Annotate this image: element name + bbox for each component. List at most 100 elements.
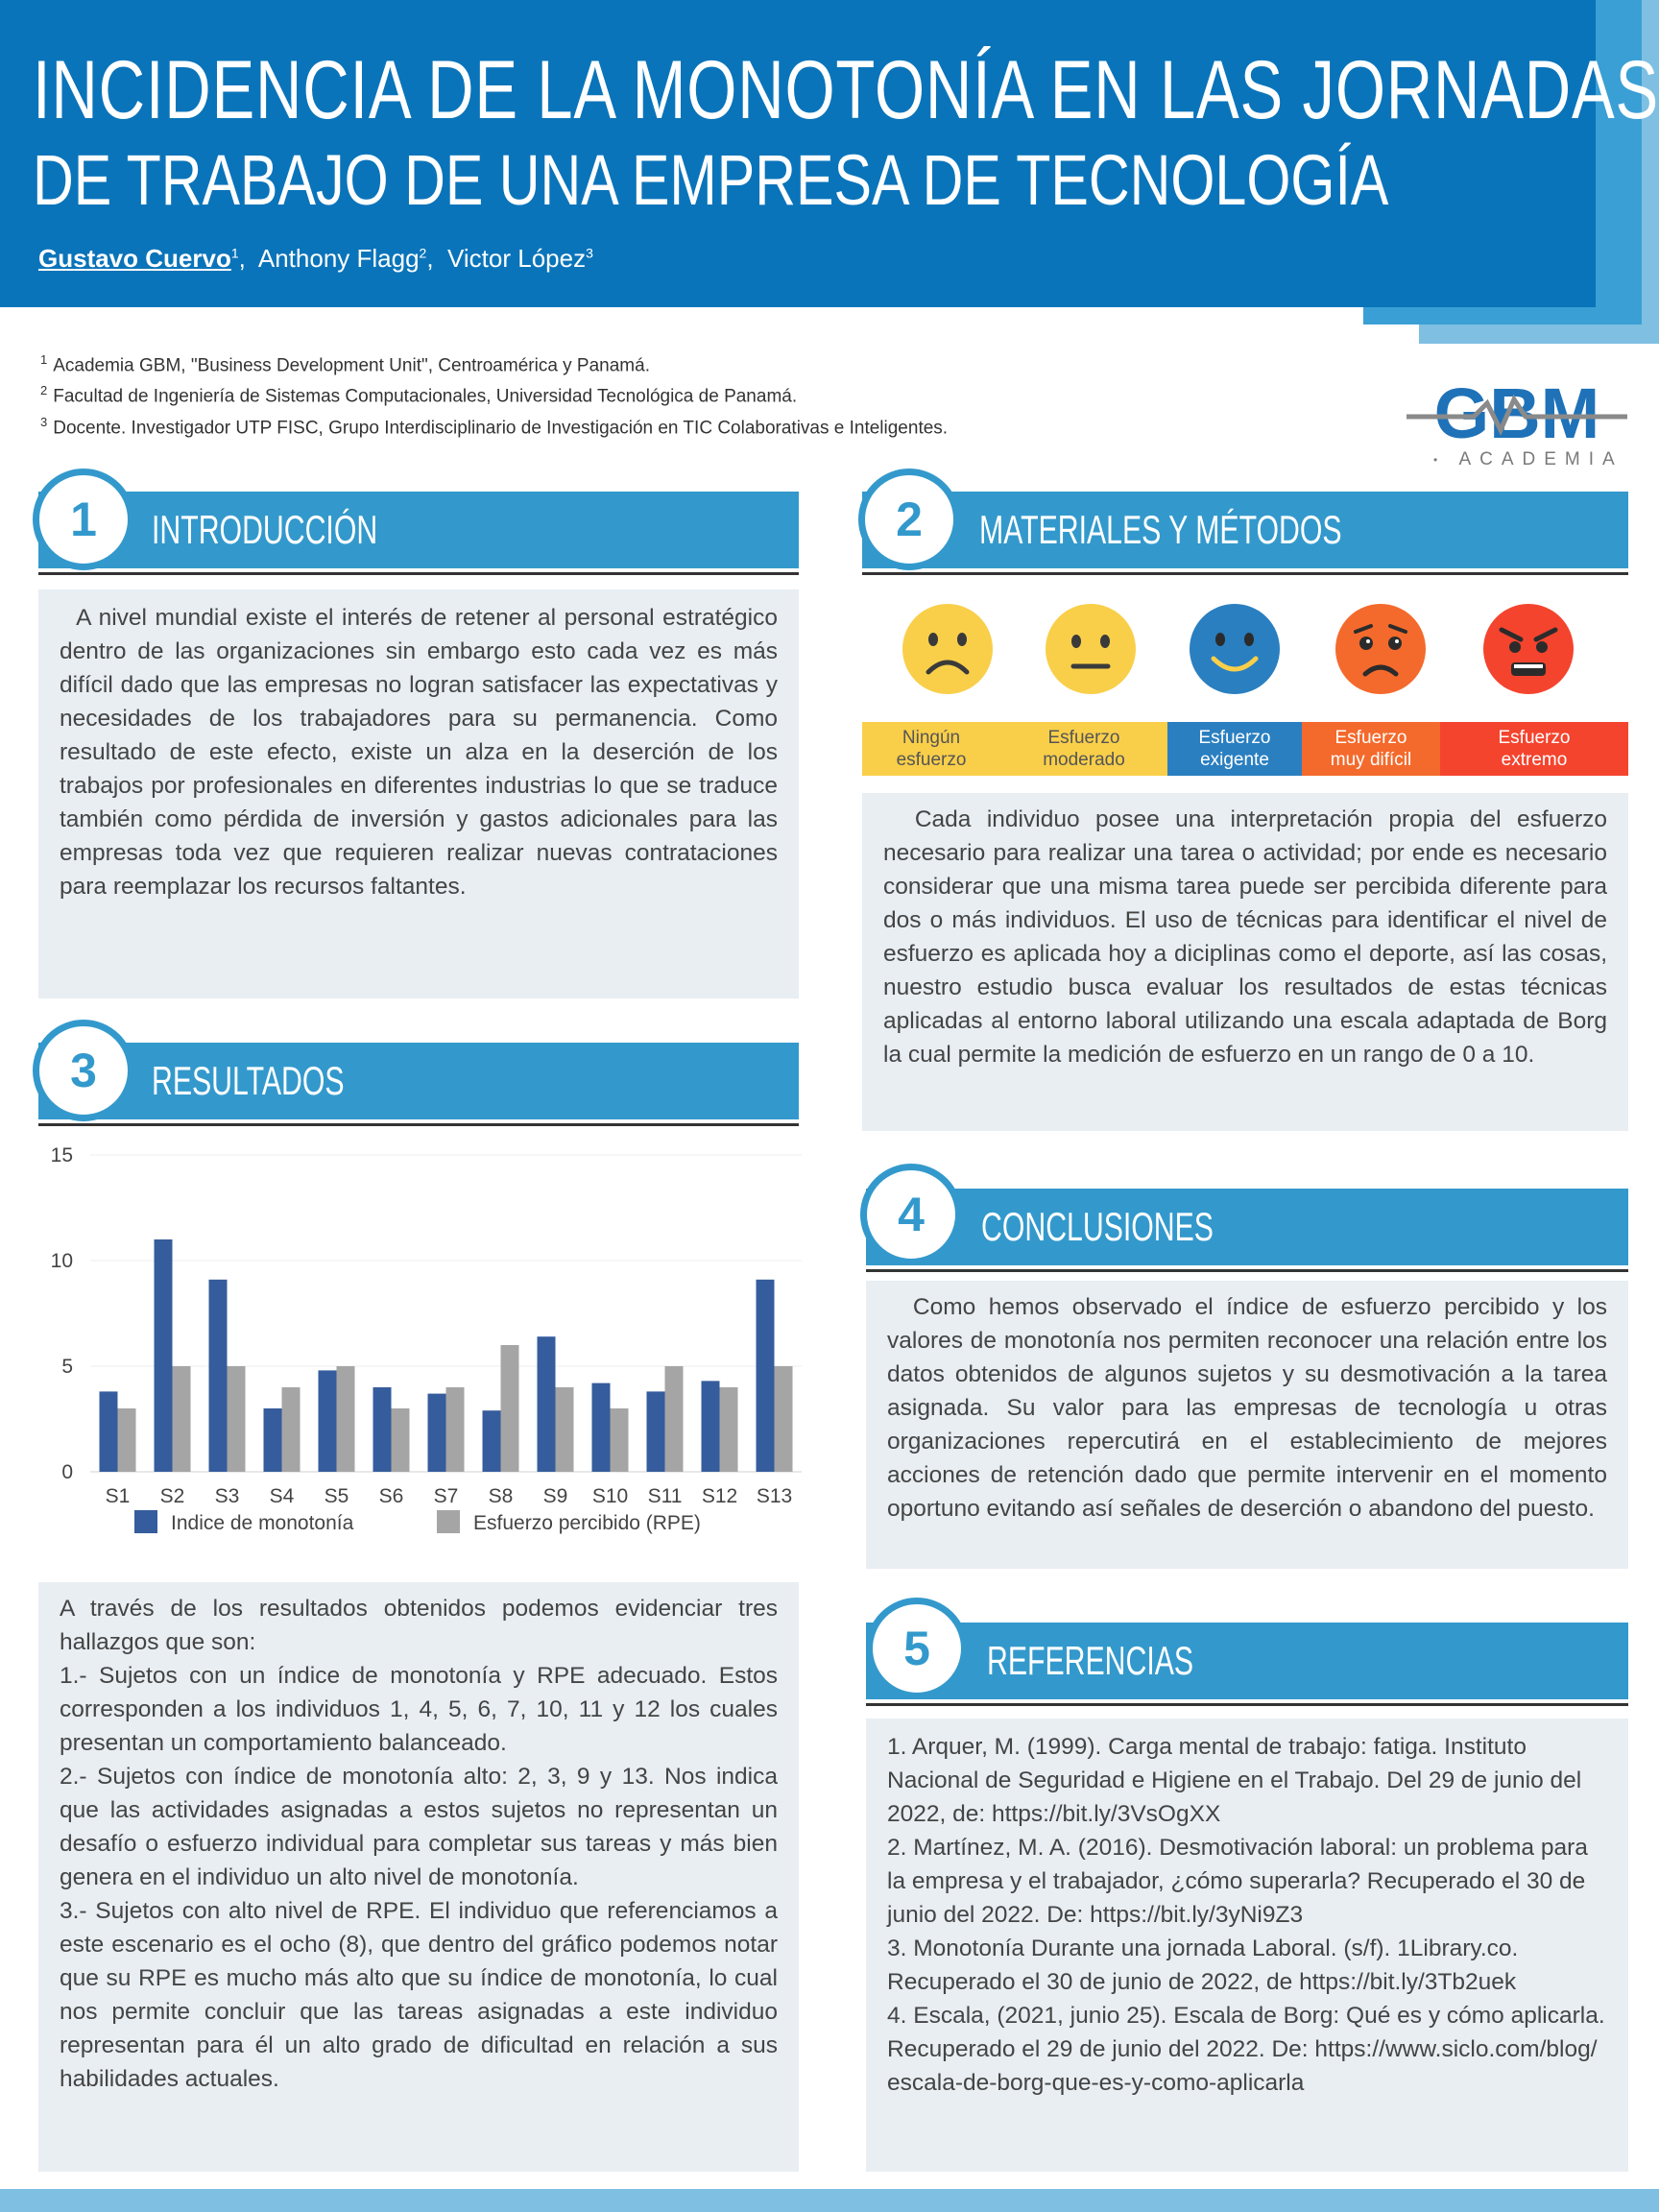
x-tick-label: S3 <box>215 1485 240 1507</box>
poster-title-line1: INCIDENCIA DE LA MONOTONÍA EN LAS JORNAD… <box>33 44 1659 136</box>
affiliation-item: 2 Facultad de Ingeniería de Sistemas Comp… <box>40 383 798 407</box>
monotony-bar <box>373 1387 392 1472</box>
monotony-bar <box>591 1382 611 1472</box>
intro-text-box: A nivel mundial existe el interés de ret… <box>38 589 799 998</box>
results-finding: 3.- Sujetos con alto nivel de RPE. El in… <box>60 1898 778 2092</box>
author-name: Victor López <box>447 244 587 273</box>
effort-scale-cell: Esfuerzo extremo <box>1440 722 1628 776</box>
monotony-bar <box>646 1391 665 1472</box>
monotony-bar <box>756 1279 775 1472</box>
rpe-bar <box>774 1366 793 1472</box>
poster-title-line2: DE TRABAJO DE UNA EMPRESA DE TECNOLOGÍA <box>33 140 1389 220</box>
results-text-box: A través de los resultados obtenidos pod… <box>38 1582 799 2172</box>
legend-swatch <box>134 1510 157 1533</box>
section-title: RESULTADOS <box>152 1058 345 1103</box>
monotony-bar <box>318 1370 337 1472</box>
x-tick-label: S6 <box>379 1485 404 1507</box>
worried-face-icon <box>1335 604 1426 694</box>
x-tick-label: S7 <box>434 1485 459 1507</box>
affiliations: 1 Academia GBM, "Business Development Uni… <box>40 348 948 441</box>
rpe-bar <box>281 1387 301 1472</box>
section-title: MATERIALES Y MÉTODOS <box>979 507 1342 552</box>
results-bar-chart: 0 5 10 15 S1 S2 S3 S4 S5 S6 S7 S8 S9 S10 S11 S12 S13 Indi… <box>51 1144 802 1534</box>
section-number-badge: 3 <box>33 1020 134 1121</box>
rpe-bar <box>117 1408 136 1472</box>
x-tick-label: S12 <box>702 1485 737 1507</box>
section-divider <box>862 572 1628 575</box>
monotony-bar <box>99 1391 118 1472</box>
author-name: Gustavo Cuervo <box>38 244 231 273</box>
y-tick-label: 15 <box>51 1144 73 1166</box>
author-name: Anthony Flagg <box>257 244 420 273</box>
author-sup: 2 <box>419 245 427 261</box>
section-divider <box>38 572 799 575</box>
effort-scale-cell: Esfuerzo moderado <box>1000 722 1167 776</box>
effort-scale-cell: Esfuerzo muy difícil <box>1302 722 1440 776</box>
affiliation-item: 3 Docente. Investigador UTP FISC, Grupo I… <box>40 414 949 438</box>
rpe-bar <box>336 1366 355 1472</box>
angry-face-icon <box>1483 604 1574 694</box>
legend-swatch <box>437 1510 460 1533</box>
rpe-bar <box>391 1408 410 1472</box>
logo-subtitle: • ACADEMIA <box>1433 449 1623 469</box>
section-number-badge: 5 <box>866 1598 968 1699</box>
y-tick-label: 0 <box>61 1461 73 1483</box>
section-title: INTRODUCCIÓN <box>152 507 378 552</box>
results-finding: 1.- Sujetos con un índice de monotonía y… <box>60 1663 778 1756</box>
results-finding: 2.- Sujetos con índice de monotonía alto… <box>60 1764 778 1890</box>
section-title: CONCLUSIONES <box>981 1204 1214 1249</box>
rpe-bar <box>172 1366 191 1472</box>
rpe-bar <box>664 1366 684 1472</box>
y-tick-label: 10 <box>51 1250 73 1272</box>
rpe-bar <box>227 1366 246 1472</box>
reference-item: 3. Monotonía Durante una jornada Laboral… <box>887 1936 1519 1995</box>
neutral-face-icon <box>1046 604 1136 694</box>
monotony-bar <box>154 1239 173 1472</box>
gbm-logo: GBM <box>1407 374 1627 453</box>
header-banner: INCIDENCIA DE LA MONOTONÍA EN LAS JORNAD… <box>0 0 1658 307</box>
x-tick-label: S11 <box>648 1485 683 1507</box>
reference-item: 2. Martínez, M. A. (2016). Desmotivación… <box>887 1835 1588 1928</box>
section-number-badge: 2 <box>858 469 960 570</box>
monotony-bar <box>537 1336 556 1472</box>
section-title: REFERENCIAS <box>987 1638 1194 1683</box>
monotony-bar <box>263 1408 282 1472</box>
section-header-bar <box>866 1189 1628 1265</box>
section-header-bar <box>38 1043 799 1119</box>
reference-item: 1. Arquer, M. (1999). Carga mental de tr… <box>887 1734 1582 1827</box>
section-number-badge: 1 <box>33 469 134 570</box>
rpe-bar <box>719 1387 738 1472</box>
monotony-bar <box>427 1393 446 1472</box>
y-tick-label: 5 <box>61 1356 73 1378</box>
conclusions-paragraph: Como hemos observado el índice de esfuer… <box>887 1294 1607 1522</box>
sad-face-icon <box>902 604 993 694</box>
x-tick-label: S10 <box>592 1485 628 1507</box>
x-tick-label: S1 <box>106 1485 131 1507</box>
conclusions-text-box: Como hemos observado el índice de esfuer… <box>866 1281 1628 1569</box>
results-intro: A través de los resultados obtenidos pod… <box>60 1596 778 1655</box>
x-tick-label: S13 <box>757 1485 792 1507</box>
rpe-bar <box>610 1408 629 1472</box>
legend-label: Esfuerzo percibido (RPE) <box>473 1512 701 1534</box>
author-list: Gustavo Cuervo1, Anthony Flagg2, Victor … <box>38 244 593 273</box>
x-tick-label: S8 <box>489 1485 514 1507</box>
section-divider <box>866 1703 1628 1706</box>
rpe-bar <box>445 1387 465 1472</box>
effort-scale-cell: Esfuerzo exigente <box>1167 722 1302 776</box>
section-number-badge: 4 <box>860 1164 962 1265</box>
intro-paragraph: A nivel mundial existe el interés de ret… <box>60 605 778 900</box>
legend-label: Indice de monotonía <box>171 1512 354 1534</box>
x-tick-label: S5 <box>325 1485 349 1507</box>
svg-text:GBM: GBM <box>1434 374 1600 453</box>
monotony-bar <box>482 1410 501 1472</box>
author-sup: 3 <box>586 245 593 261</box>
methods-text-box: Cada individuo posee una interpretación … <box>862 793 1628 1131</box>
affiliation-item: 1 Academia GBM, "Business Development Uni… <box>40 352 650 376</box>
references-box: 1. Arquer, M. (1999). Carga mental de tr… <box>866 1719 1628 2172</box>
smile-face-icon <box>1190 604 1280 694</box>
section-divider <box>38 1123 799 1126</box>
section-header-bar <box>866 1623 1628 1699</box>
section-header-bar <box>862 492 1628 568</box>
methods-paragraph: Cada individuo posee una interpretación … <box>883 806 1607 1068</box>
author-sup: 1 <box>230 245 239 261</box>
